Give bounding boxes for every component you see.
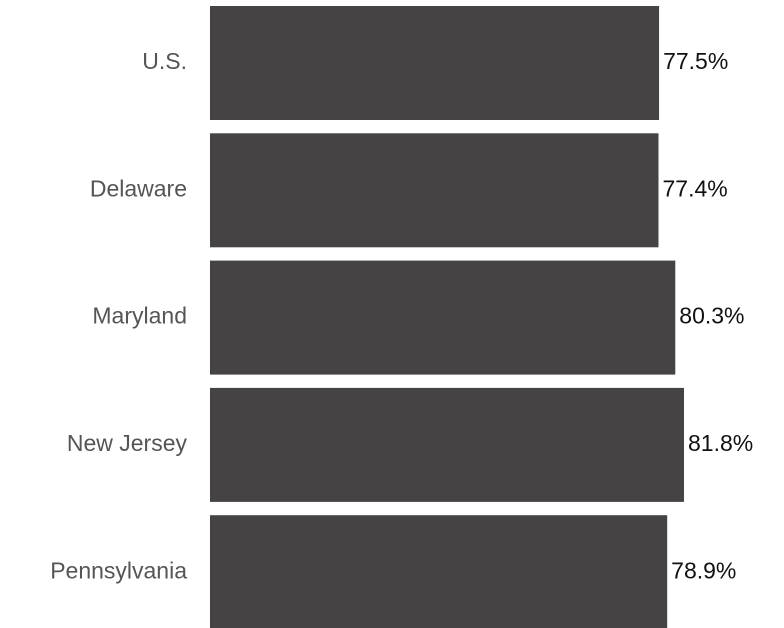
value-label: 81.8% [688,430,753,456]
category-label: Pennsylvania [50,557,187,583]
value-label: 77.4% [662,175,727,201]
value-label: 77.5% [663,48,728,74]
bar [210,515,668,628]
value-label: 78.9% [671,557,736,583]
bar [210,387,684,502]
category-label: Delaware [90,175,187,201]
bar [210,133,659,248]
bar [210,6,660,120]
bar [210,260,676,375]
category-label: U.S. [142,48,187,74]
value-label: 80.3% [679,303,744,329]
category-label: Maryland [92,303,187,329]
category-label: New Jersey [67,430,188,456]
